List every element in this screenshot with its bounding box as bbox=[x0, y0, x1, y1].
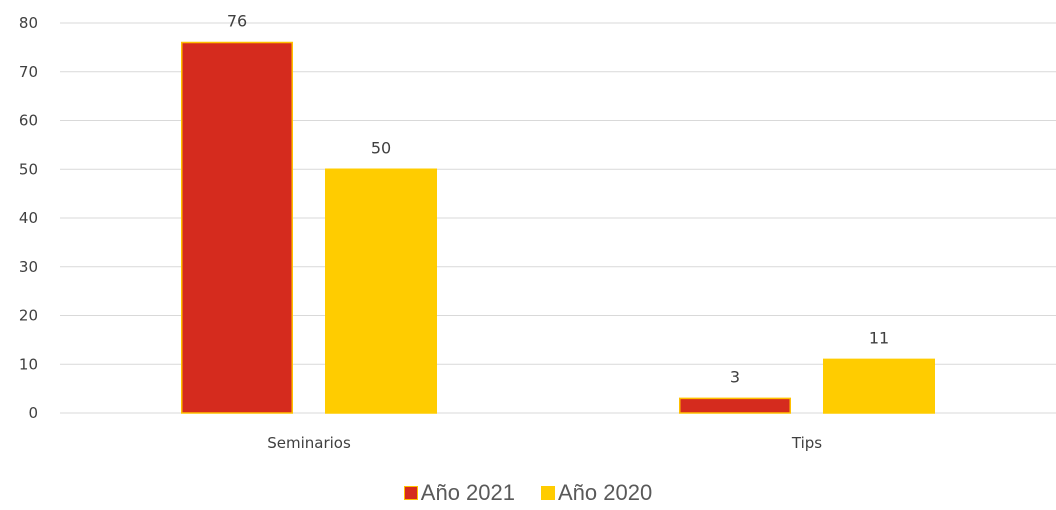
legend-item-2021: Año 2021 bbox=[403, 480, 515, 505]
data-label: 3 bbox=[730, 367, 740, 386]
chart-canvas: 0 10 20 30 40 50 60 70 80 76 50 3 11 Seminarios Tips bbox=[19, 12, 1056, 452]
bar-seminarios-2021 bbox=[181, 41, 293, 414]
bar-seminarios-2020 bbox=[325, 168, 437, 414]
y-tick-label: 10 bbox=[19, 355, 38, 373]
category-label-tips: Tips bbox=[791, 434, 822, 452]
legend: Año 2021 Año 2020 bbox=[0, 482, 1056, 504]
y-tick-label: 40 bbox=[19, 209, 38, 227]
y-tick-label: 60 bbox=[19, 112, 38, 130]
y-tick-label: 20 bbox=[19, 307, 38, 325]
bars bbox=[181, 41, 935, 414]
y-axis-ticks: 0 10 20 30 40 50 60 70 80 bbox=[19, 14, 38, 422]
y-tick-label: 50 bbox=[19, 160, 38, 178]
legend-label-2020: Año 2020 bbox=[558, 480, 653, 505]
category-label-seminarios: Seminarios bbox=[267, 434, 351, 452]
y-tick-label: 30 bbox=[19, 258, 38, 276]
data-label: 11 bbox=[869, 328, 889, 347]
legend-swatch-2020 bbox=[541, 486, 555, 500]
data-label: 76 bbox=[227, 12, 247, 31]
data-label: 50 bbox=[371, 138, 391, 157]
y-tick-label: 70 bbox=[19, 63, 38, 81]
y-tick-label: 0 bbox=[28, 404, 38, 422]
bar-tips-2021 bbox=[679, 397, 791, 414]
category-labels: Seminarios Tips bbox=[267, 434, 822, 452]
y-tick-label: 80 bbox=[19, 14, 38, 32]
data-labels: 76 50 3 11 bbox=[227, 12, 889, 387]
legend-label-2021: Año 2021 bbox=[420, 480, 515, 505]
bar-tips-2020 bbox=[823, 358, 935, 414]
legend-swatch-2021 bbox=[403, 486, 418, 500]
legend-item-2020: Año 2020 bbox=[541, 482, 652, 504]
